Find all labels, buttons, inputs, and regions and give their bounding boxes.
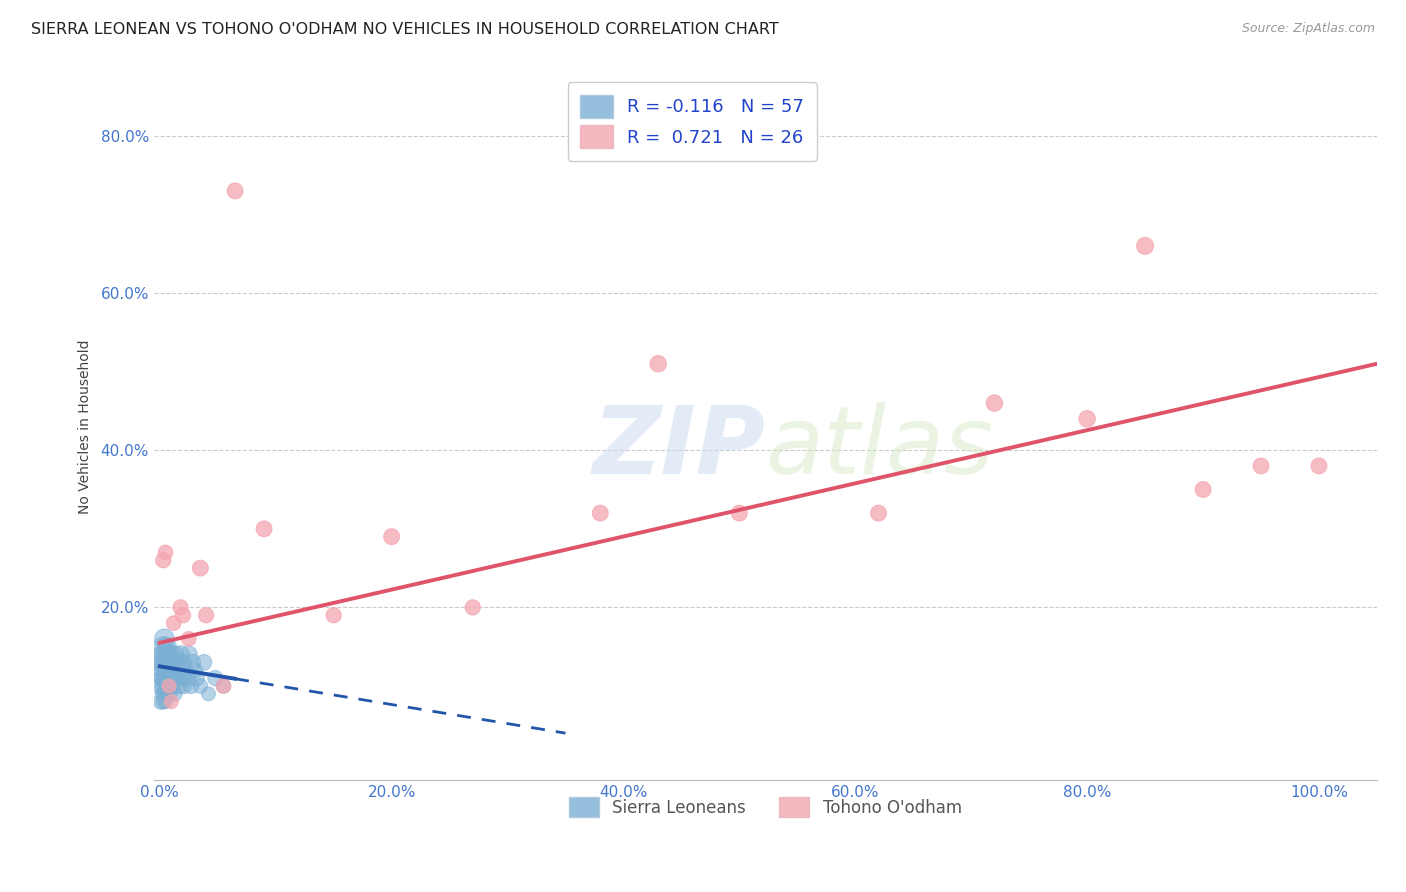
Point — [188, 561, 211, 575]
Point — [169, 600, 191, 615]
Point — [156, 648, 179, 662]
Point — [152, 695, 174, 709]
Point — [186, 671, 208, 685]
Point — [728, 506, 751, 520]
Point — [1133, 239, 1156, 253]
Point — [167, 663, 190, 677]
Point — [1250, 458, 1272, 473]
Point — [155, 656, 177, 670]
Point — [160, 648, 183, 662]
Point — [153, 648, 176, 662]
Point — [157, 679, 180, 693]
Point — [155, 545, 177, 559]
Point — [1076, 411, 1098, 425]
Point — [156, 671, 179, 685]
Point — [181, 656, 204, 670]
Point — [461, 600, 484, 615]
Point — [169, 679, 191, 693]
Point — [162, 656, 184, 670]
Point — [156, 687, 179, 701]
Y-axis label: No Vehicles in Household: No Vehicles in Household — [79, 339, 93, 514]
Point — [197, 687, 219, 701]
Point — [149, 695, 172, 709]
Point — [155, 679, 177, 693]
Point — [163, 616, 186, 631]
Point — [166, 656, 188, 670]
Point — [159, 687, 181, 701]
Point — [155, 695, 177, 709]
Point — [1192, 483, 1215, 497]
Point — [159, 663, 181, 677]
Point — [589, 506, 612, 520]
Point — [224, 184, 246, 198]
Point — [253, 522, 276, 536]
Point — [155, 671, 177, 685]
Point — [152, 553, 174, 567]
Point — [156, 656, 179, 670]
Text: ZIP: ZIP — [592, 402, 765, 494]
Text: SIERRA LEONEAN VS TOHONO O'ODHAM NO VEHICLES IN HOUSEHOLD CORRELATION CHART: SIERRA LEONEAN VS TOHONO O'ODHAM NO VEHI… — [31, 22, 779, 37]
Text: atlas: atlas — [765, 402, 994, 493]
Point — [173, 679, 195, 693]
Point — [647, 357, 669, 371]
Point — [149, 679, 172, 693]
Point — [176, 671, 198, 685]
Point — [150, 671, 173, 685]
Point — [195, 608, 218, 623]
Point — [169, 648, 191, 662]
Point — [204, 671, 226, 685]
Point — [150, 648, 173, 662]
Point — [160, 671, 183, 685]
Point — [177, 632, 200, 646]
Point — [150, 687, 173, 701]
Point — [172, 656, 194, 670]
Point — [165, 671, 187, 685]
Point — [152, 640, 174, 654]
Point — [152, 656, 174, 670]
Text: Source: ZipAtlas.com: Source: ZipAtlas.com — [1241, 22, 1375, 36]
Point — [193, 656, 215, 670]
Point — [152, 679, 174, 693]
Point — [163, 687, 186, 701]
Point — [157, 679, 180, 693]
Point — [156, 663, 179, 677]
Point — [188, 679, 211, 693]
Point — [983, 396, 1005, 410]
Point — [157, 656, 180, 670]
Point — [149, 656, 172, 670]
Point — [156, 640, 179, 654]
Point — [212, 679, 235, 693]
Point — [170, 671, 193, 685]
Point — [163, 648, 186, 662]
Point — [212, 679, 235, 693]
Point — [163, 663, 186, 677]
Point — [381, 530, 404, 544]
Point — [180, 679, 202, 693]
Point — [153, 632, 176, 646]
Point — [868, 506, 890, 520]
Point — [183, 663, 205, 677]
Point — [153, 687, 176, 701]
Point — [150, 663, 173, 677]
Legend: Sierra Leoneans, Tohono O'odham: Sierra Leoneans, Tohono O'odham — [561, 789, 970, 825]
Point — [160, 695, 183, 709]
Point — [177, 648, 200, 662]
Point — [1308, 458, 1330, 473]
Point — [153, 663, 176, 677]
Point — [162, 679, 184, 693]
Point — [172, 608, 194, 623]
Point — [174, 663, 197, 677]
Point — [152, 671, 174, 685]
Point — [322, 608, 344, 623]
